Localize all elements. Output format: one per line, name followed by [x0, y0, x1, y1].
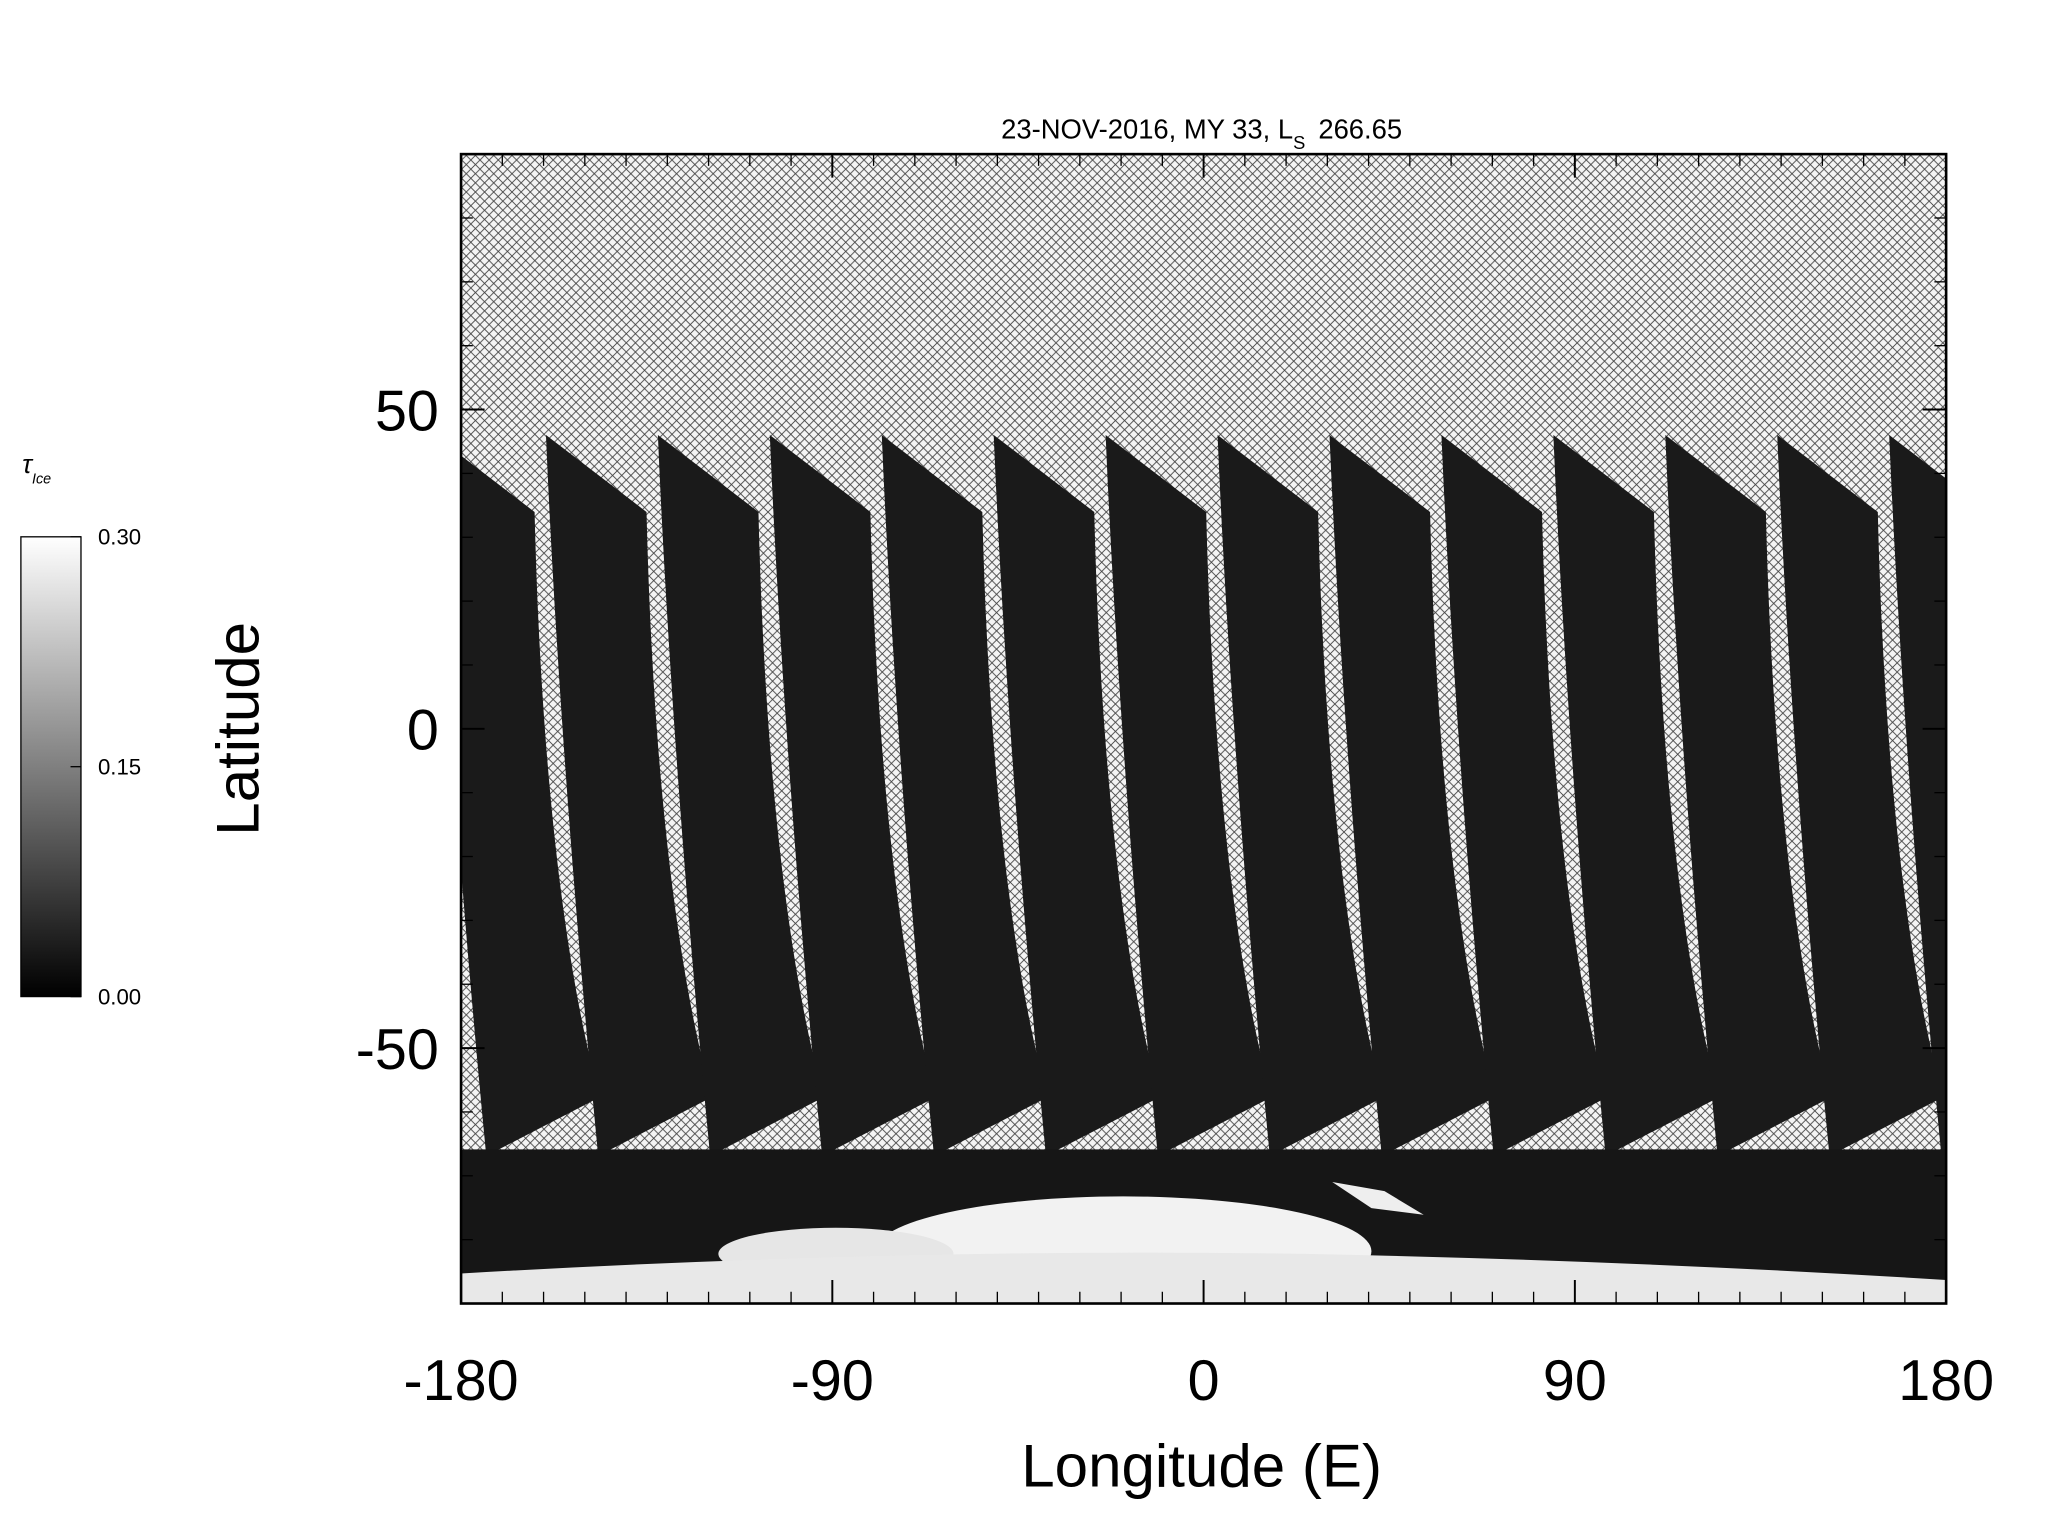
swath: [1441, 434, 1608, 1156]
swath: [545, 434, 712, 1156]
x-tick-label: 90: [1543, 1349, 1607, 1413]
swath: [1105, 434, 1272, 1156]
y-axis-label: Latitude: [205, 622, 272, 836]
swath-edge: [1996, 1195, 2048, 1231]
swath: [657, 434, 824, 1156]
swath: [1217, 434, 1384, 1156]
x-tick-label: 180: [1898, 1349, 1994, 1413]
swath: [1665, 434, 1832, 1156]
y-tick-label: -50: [356, 1018, 439, 1082]
colorbar-tick-label: 0.30: [98, 525, 141, 550]
chart-title: 23-NOV-2016, MY 33, LS 266.65: [1001, 113, 1402, 152]
swath: [993, 434, 1160, 1156]
map-image: [461, 154, 2048, 1304]
colorbar-label: τIce: [22, 449, 51, 487]
colorbar-tick-label: 0.00: [98, 984, 141, 1009]
swath: [1329, 434, 1496, 1156]
swath: [881, 434, 1048, 1156]
swath: [1889, 434, 1947, 1156]
y-tick-label: 50: [375, 379, 439, 443]
y-tick-label: 0: [407, 699, 439, 763]
colorbar-tick-label: 0.15: [98, 755, 141, 780]
swath: [2001, 435, 2048, 1156]
swath: [1553, 434, 1720, 1156]
swath: [769, 434, 936, 1156]
x-tick-label: 0: [1188, 1349, 1220, 1413]
x-axis-label: Longitude (E): [1021, 1432, 1382, 1499]
swath: [1777, 434, 1944, 1156]
swath: [461, 455, 600, 1156]
x-tick-label: -180: [404, 1349, 519, 1413]
x-tick-label: -90: [791, 1349, 874, 1413]
polar-ice: [1332, 1182, 1424, 1215]
